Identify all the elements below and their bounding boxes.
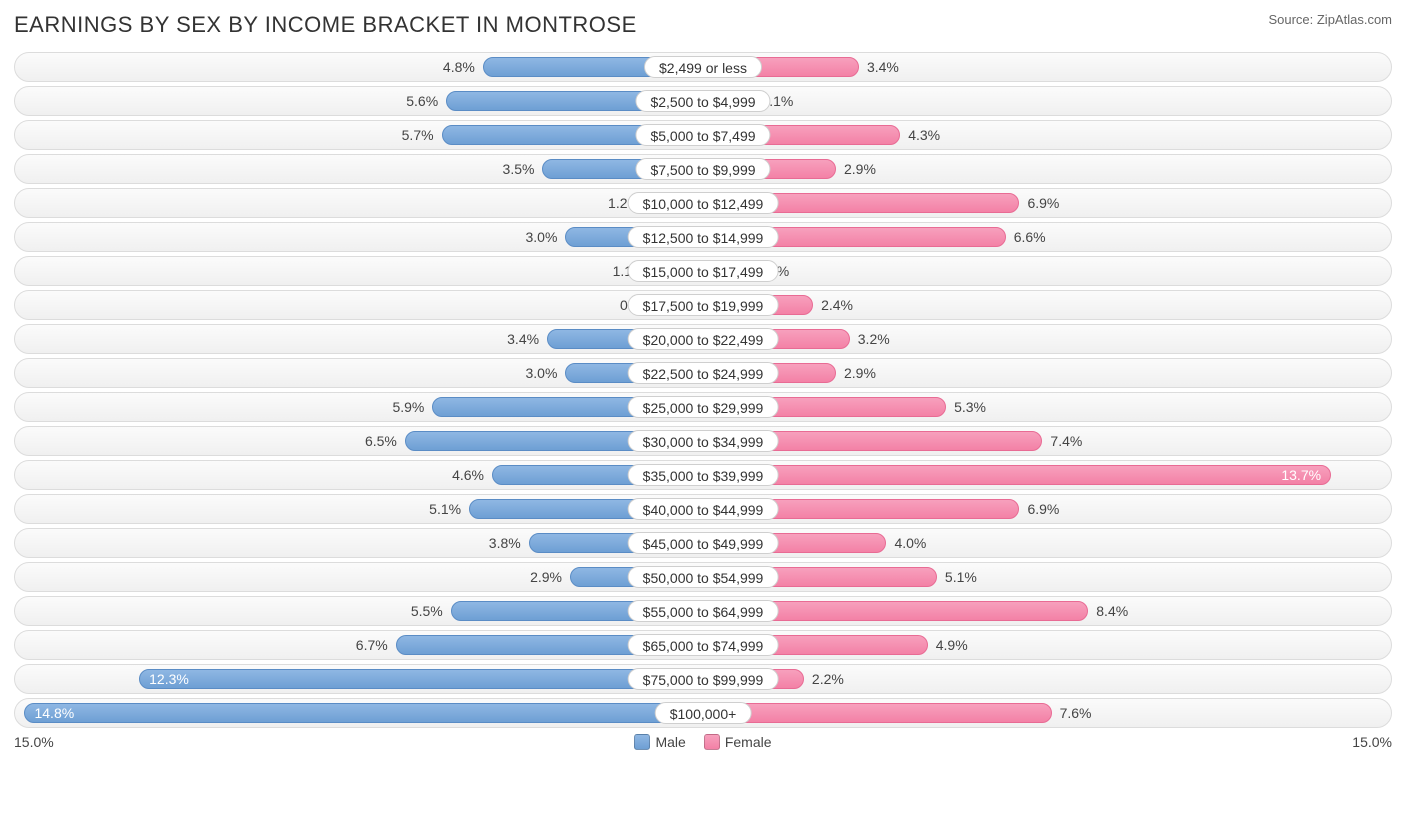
- chart-row: 6.7% 4.9% $65,000 to $74,999: [14, 630, 1392, 660]
- chart-row: 14.8% 7.6% $100,000+: [14, 698, 1392, 728]
- value-label-male: 4.6%: [452, 461, 484, 489]
- legend-swatch-male: [634, 734, 650, 750]
- category-label: $2,500 to $4,999: [635, 90, 770, 112]
- bar-female: [703, 465, 1331, 485]
- category-label: $2,499 or less: [644, 56, 762, 78]
- value-label-female: 4.0%: [894, 529, 926, 557]
- chart-row: 12.3% 2.2% $75,000 to $99,999: [14, 664, 1392, 694]
- category-label: $22,500 to $24,999: [628, 362, 779, 384]
- value-label-male: 14.8%: [34, 699, 74, 727]
- value-label-male: 3.0%: [525, 359, 557, 387]
- category-label: $25,000 to $29,999: [628, 396, 779, 418]
- chart-row: 6.5% 7.4% $30,000 to $34,999: [14, 426, 1392, 456]
- chart-row: 3.5% 2.9% $7,500 to $9,999: [14, 154, 1392, 184]
- value-label-female: 4.9%: [936, 631, 968, 659]
- axis-right-max: 15.0%: [1352, 734, 1392, 750]
- category-label: $10,000 to $12,499: [628, 192, 779, 214]
- value-label-female: 7.4%: [1050, 427, 1082, 455]
- category-label: $50,000 to $54,999: [628, 566, 779, 588]
- value-label-male: 5.9%: [392, 393, 424, 421]
- category-label: $45,000 to $49,999: [628, 532, 779, 554]
- value-label-male: 4.8%: [443, 53, 475, 81]
- category-label: $20,000 to $22,499: [628, 328, 779, 350]
- value-label-male: 5.5%: [411, 597, 443, 625]
- chart-row: 5.7% 4.3% $5,000 to $7,499: [14, 120, 1392, 150]
- category-label: $15,000 to $17,499: [628, 260, 779, 282]
- value-label-female: 5.1%: [945, 563, 977, 591]
- chart-row: 1.2%6.9%$10,000 to $12,499: [14, 188, 1392, 218]
- chart-row: 4.8% 3.4% $2,499 or less: [14, 52, 1392, 82]
- value-label-female: 2.4%: [821, 291, 853, 319]
- category-label: $65,000 to $74,999: [628, 634, 779, 656]
- bar-male: [139, 669, 703, 689]
- value-label-female: 8.4%: [1096, 597, 1128, 625]
- chart-row: 5.1% 6.9% $40,000 to $44,999: [14, 494, 1392, 524]
- value-label-female: 2.9%: [844, 359, 876, 387]
- category-label: $7,500 to $9,999: [635, 158, 770, 180]
- value-label-male: 5.1%: [429, 495, 461, 523]
- value-label-male: 6.7%: [356, 631, 388, 659]
- value-label-female: 3.2%: [858, 325, 890, 353]
- value-label-male: 5.7%: [402, 121, 434, 149]
- value-label-male: 3.8%: [489, 529, 521, 557]
- chart-row: 2.9% 5.1% $50,000 to $54,999: [14, 562, 1392, 592]
- chart-row: 3.8% 4.0% $45,000 to $49,999: [14, 528, 1392, 558]
- chart-row: 3.0% 6.6% $12,500 to $14,999: [14, 222, 1392, 252]
- legend-label-female: Female: [725, 734, 772, 750]
- category-label: $55,000 to $64,999: [628, 600, 779, 622]
- value-label-female: 6.6%: [1014, 223, 1046, 251]
- chart-row: 5.6%1.1%$2,500 to $4,999: [14, 86, 1392, 116]
- value-label-male: 2.9%: [530, 563, 562, 591]
- category-label: $17,500 to $19,999: [628, 294, 779, 316]
- header: EARNINGS BY SEX BY INCOME BRACKET IN MON…: [14, 12, 1392, 38]
- legend-label-male: Male: [655, 734, 685, 750]
- value-label-female: 7.6%: [1060, 699, 1092, 727]
- value-label-female: 6.9%: [1027, 189, 1059, 217]
- legend: Male Female: [634, 734, 771, 750]
- value-label-male: 3.4%: [507, 325, 539, 353]
- value-label-male: 3.0%: [525, 223, 557, 251]
- value-label-female: 3.4%: [867, 53, 899, 81]
- category-label: $12,500 to $14,999: [628, 226, 779, 248]
- value-label-female: 2.9%: [844, 155, 876, 183]
- value-label-male: 3.5%: [503, 155, 535, 183]
- value-label-female: 2.2%: [812, 665, 844, 693]
- value-label-male: 5.6%: [406, 87, 438, 115]
- value-label-female: 5.3%: [954, 393, 986, 421]
- chart-row: 5.9% 5.3% $25,000 to $29,999: [14, 392, 1392, 422]
- chart-footer: 15.0% Male Female 15.0%: [14, 734, 1392, 750]
- value-label-female: 4.3%: [908, 121, 940, 149]
- category-label: $100,000+: [655, 702, 752, 724]
- legend-item-female: Female: [704, 734, 772, 750]
- category-label: $35,000 to $39,999: [628, 464, 779, 486]
- chart-row: 3.0% 2.9% $22,500 to $24,999: [14, 358, 1392, 388]
- source-attribution: Source: ZipAtlas.com: [1268, 12, 1392, 27]
- value-label-female: 6.9%: [1027, 495, 1059, 523]
- bar-female: [703, 703, 1052, 723]
- legend-swatch-female: [704, 734, 720, 750]
- chart-row: 0.77%2.4%$17,500 to $19,999: [14, 290, 1392, 320]
- chart-row: 4.6% 13.7% $35,000 to $39,999: [14, 460, 1392, 490]
- chart-row: 3.4% 3.2% $20,000 to $22,499: [14, 324, 1392, 354]
- bar-male: [24, 703, 703, 723]
- diverging-bar-chart: 4.8% 3.4% $2,499 or less 5.6%1.1%$2,500 to …: [14, 52, 1392, 728]
- value-label-male: 6.5%: [365, 427, 397, 455]
- chart-row: 5.5% 8.4% $55,000 to $64,999: [14, 596, 1392, 626]
- category-label: $40,000 to $44,999: [628, 498, 779, 520]
- category-label: $30,000 to $34,999: [628, 430, 779, 452]
- category-label: $5,000 to $7,499: [635, 124, 770, 146]
- axis-left-max: 15.0%: [14, 734, 54, 750]
- value-label-female: 13.7%: [1281, 461, 1321, 489]
- chart-row: 1.1%0.84%$15,000 to $17,499: [14, 256, 1392, 286]
- legend-item-male: Male: [634, 734, 685, 750]
- category-label: $75,000 to $99,999: [628, 668, 779, 690]
- page-title: EARNINGS BY SEX BY INCOME BRACKET IN MON…: [14, 12, 637, 38]
- value-label-male: 12.3%: [149, 665, 189, 693]
